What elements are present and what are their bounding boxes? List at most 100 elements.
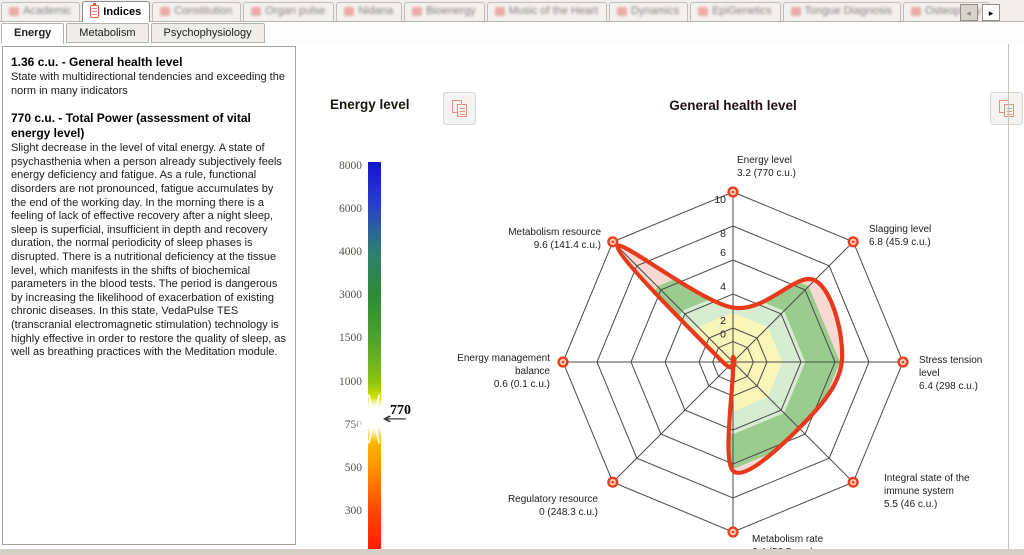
tab-tongue-diagnosis[interactable]: Tongue Diagnosis (782, 2, 901, 21)
ring-label-8: 8 (720, 228, 726, 240)
module-icon (910, 6, 921, 16)
gauge-tick-500: 500 (344, 461, 362, 474)
radar-chart-title: General health level (669, 98, 797, 113)
subtab-psychophysiology[interactable]: Psychophysiology (150, 23, 265, 43)
gauge-tick-300: 300 (344, 504, 362, 517)
axis-marker-metabolism-resource[interactable] (607, 236, 619, 248)
copy-icon (452, 100, 469, 119)
tab-label: EpiGenetics (712, 5, 772, 17)
axis-label-energy-management-balance: Energy management balance 0.6 (0.1 c.u.) (450, 352, 550, 391)
module-icon (251, 6, 262, 16)
gauge-title: Energy level (330, 97, 410, 112)
module-icon (160, 6, 171, 16)
tab-constitution[interactable]: Constitution (152, 2, 242, 21)
gauge-tick-1500: 1500 (339, 332, 362, 345)
axis-name: Energy management balance (457, 353, 550, 377)
tab-nidana[interactable]: Nidana (336, 2, 403, 21)
tab-epigenetics[interactable]: EpiGenetics (690, 2, 781, 21)
total-power-text: Slight decrease in the level of vital en… (11, 142, 286, 359)
axis-name: Metabolism rate (752, 534, 824, 545)
module-icon (494, 6, 505, 16)
tab-label: Nidana (358, 5, 394, 17)
axis-value: 6.8 (45.9 c.u.) (869, 237, 931, 248)
tab-scroll-right-button[interactable]: ▸ (982, 4, 1000, 21)
radar-data-curve (615, 243, 845, 475)
module-icon (412, 6, 423, 16)
tab-music-of-the-heart[interactable]: Music of the Heart (486, 2, 607, 21)
axis-name: Metabolism resource (508, 227, 601, 238)
gauge-tick-8000: 8000 (339, 160, 362, 172)
tab-dynamics[interactable]: Dynamics (608, 2, 689, 21)
energy-gradient-scale (368, 162, 381, 555)
module-tab-bar: Academic Indices Constitution Organ pulse Ni… (0, 0, 1024, 22)
axis-marker-metabolism-rate[interactable] (727, 526, 739, 538)
tab-label: Bioenergy (426, 5, 476, 17)
axis-name: Regulatory resource (507, 494, 598, 505)
ring-label-6: 6 (720, 247, 726, 259)
axis-label-regulatory-resource: Regulatory resource 0 (248.3 c.u.) (468, 493, 598, 519)
gauge-tick-750: 750 (344, 418, 362, 431)
axis-label-metabolism-resource: Metabolism resource 9.6 (141.4 c.u.) (470, 226, 601, 252)
axis-marker-energy-level[interactable] (727, 186, 739, 198)
gauge-tick-6000: 6000 (339, 203, 362, 216)
axis-label-stress-tension-level: Stress tension level 6.4 (298 c.u.) (919, 354, 983, 393)
module-icon (9, 6, 19, 16)
gauge-marker-value: 770 (390, 403, 411, 418)
module-icon (790, 6, 801, 16)
axis-value: 3.2 (770 c.u.) (737, 168, 796, 179)
interpretation-panel: 1.36 c.u. - General health level State w… (2, 46, 296, 545)
total-power-heading: 770 c.u. - Total Power (assessment of vi… (11, 111, 251, 141)
battery-icon (90, 3, 100, 18)
ring-label-2: 2 (720, 315, 726, 327)
axis-value: 6.4 (298 c.u.) (919, 381, 978, 392)
axis-value: 0.6 (0.1 c.u.) (493, 379, 550, 390)
tab-label: Organ pulse (265, 5, 326, 17)
axis-marker-energy-management-balance[interactable] (557, 356, 569, 368)
bottom-status-strip (0, 549, 1024, 555)
tab-label: Academic (23, 5, 72, 17)
axis-value: 5.5 (46 c.u.) (884, 499, 938, 510)
axis-marker-slagging-level[interactable] (847, 236, 859, 248)
tab-scroll-left-button[interactable]: ◂ (959, 4, 978, 21)
module-icon (698, 6, 709, 16)
axis-label-slagging-level: Slagging level 6.8 (45.9 c.u.) (869, 223, 973, 249)
gauge-tick-4000: 4000 (339, 246, 362, 259)
tab-academic[interactable]: Academic (1, 2, 81, 21)
tab-bioenergy[interactable]: Bioenergy (404, 2, 485, 21)
module-icon (344, 6, 355, 16)
axis-value: 0 (248.3 c.u.) (539, 507, 598, 518)
indices-sub-tab-bar: Energy Metabolism Psychophysiology (0, 22, 1024, 44)
axis-marker-integral-state-of-the-immune-system[interactable] (847, 476, 859, 488)
tab-label: Tongue Diagnosis (804, 5, 892, 17)
radar-chart: 0 2 4 6 8 10 (557, 186, 909, 538)
ring-label-10: 10 (714, 194, 726, 206)
axis-marker-regulatory-resource[interactable] (607, 476, 619, 488)
axis-label-integral-state-of-the-immune-system: Integral state of the immune system 5.5 (… (884, 472, 988, 511)
tab-indices[interactable]: Indices (82, 1, 151, 22)
axis-marker-stress-tension-level[interactable] (897, 356, 909, 368)
general-health-heading: 1.36 c.u. - General health level (11, 55, 183, 69)
content-area: 1.36 c.u. - General health level State w… (0, 44, 1024, 555)
ring-label-0: 0 (720, 329, 726, 341)
copy-gauge-button[interactable] (443, 92, 476, 125)
left-arrow-icon: ← (382, 409, 408, 428)
copy-icon (999, 100, 1016, 119)
gauge-tick-3000: 3000 (339, 289, 362, 302)
ring-label-4: 4 (720, 281, 726, 293)
tab-scrollers: ◂ ▸ (959, 3, 1000, 21)
axis-label-energy-level: Energy level 3.2 (770 c.u.) (737, 154, 829, 180)
panel-divider (1008, 44, 1009, 549)
axis-name: Energy level (737, 155, 793, 166)
tab-label: Dynamics (630, 5, 680, 17)
subtab-metabolism[interactable]: Metabolism (66, 23, 149, 43)
tab-label: Constitution (174, 5, 233, 17)
tab-organ-pulse[interactable]: Organ pulse (243, 2, 335, 21)
tab-label: Music of the Heart (508, 5, 598, 17)
axis-name: Stress tension level (919, 355, 983, 379)
axis-name: Slagging level (869, 224, 932, 235)
module-icon (616, 6, 627, 16)
copy-chart-button[interactable] (990, 92, 1023, 125)
axis-value: 9.6 (141.4 c.u.) (533, 240, 601, 251)
subtab-energy[interactable]: Energy (1, 23, 65, 44)
